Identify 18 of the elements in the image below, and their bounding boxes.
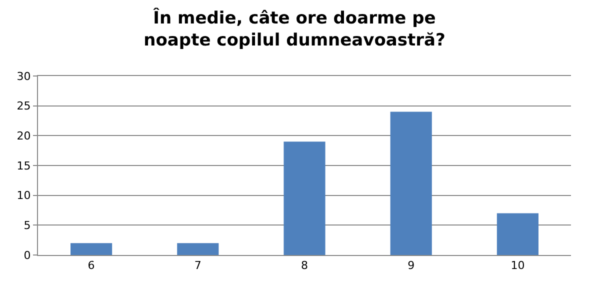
- y-tick-label: 20: [16, 130, 31, 143]
- y-tick-label: 5: [24, 219, 31, 232]
- bar: [70, 243, 112, 255]
- x-tick-label: 6: [88, 259, 95, 272]
- x-tick-label: 8: [301, 259, 308, 272]
- bar: [284, 142, 326, 255]
- x-tick-label: 7: [194, 259, 202, 272]
- x-tick-label: 10: [510, 259, 525, 272]
- y-tick-label: 25: [16, 100, 31, 113]
- x-tick-label: 9: [408, 259, 415, 272]
- bar: [177, 243, 219, 255]
- y-tick-label: 15: [16, 159, 31, 172]
- chart-title: În medie, câte ore doarme pe noapte copilul dumneavoastră?: [144, 7, 446, 50]
- y-tick-label: 10: [16, 189, 31, 202]
- bar: [390, 112, 432, 255]
- bar: [496, 213, 538, 255]
- y-tick-label: 30: [16, 70, 31, 83]
- y-tick-label: 0: [24, 248, 31, 262]
